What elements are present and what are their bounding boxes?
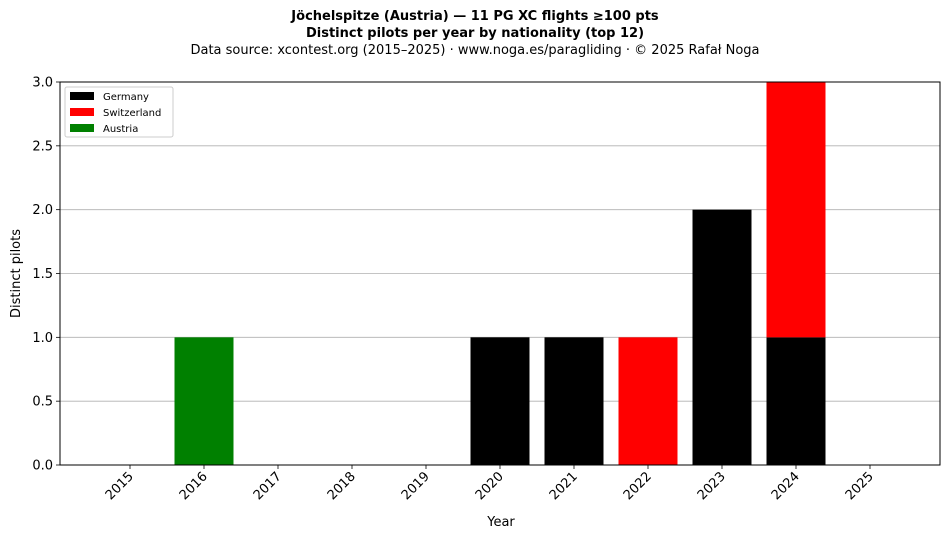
y-tick-label: 3.0: [32, 76, 53, 91]
bar-austria-2016: [174, 337, 234, 465]
bar-germany-2021: [544, 337, 604, 465]
x-tick-label: 2020: [473, 469, 507, 503]
x-tick-label: 2015: [103, 469, 137, 503]
x-axis-label: Year: [486, 515, 515, 530]
data-source-note: Data source: xcontest.org (2015–2025) · …: [190, 43, 760, 58]
legend-swatch-germany: [70, 92, 94, 100]
legend: Germany Switzerland Austria: [64, 86, 174, 138]
bar-germany-2024: [766, 337, 826, 465]
chart-subtitle: Distinct pilots per year by nationality …: [305, 26, 645, 41]
legend-label-germany: Germany: [103, 92, 149, 103]
y-tick-label: 2.0: [32, 203, 53, 218]
y-tick-label: 0.0: [32, 459, 53, 474]
x-tick-label: 2024: [769, 469, 803, 503]
y-tick-label: 2.5: [32, 139, 53, 154]
bars: [174, 82, 826, 465]
x-tick-label: 2017: [251, 469, 285, 503]
y-axis: 0.0 0.5 1.0 1.5 2.0 2.5 3.0: [32, 76, 60, 474]
x-tick-label: 2016: [177, 469, 211, 503]
bar-germany-2020: [470, 337, 530, 465]
y-axis-label: Distinct pilots: [9, 229, 24, 318]
legend-label-austria: Austria: [103, 124, 138, 135]
bar-germany-2023: [692, 209, 752, 465]
y-tick-label: 1.0: [32, 331, 53, 346]
y-tick-label: 0.5: [32, 395, 53, 410]
x-tick-label: 2022: [621, 469, 655, 503]
chart-title: Jöchelspitze (Austria) — 11 PG XC flight…: [291, 9, 659, 24]
bar-switzerland-2022: [618, 337, 678, 465]
x-axis: 2015 2016 2017 2018 2019 2020 2021 2022 2023 2024…: [103, 465, 877, 503]
legend-label-switzerland: Switzerland: [103, 108, 161, 119]
x-tick-label: 2019: [399, 469, 433, 503]
legend-swatch-switzerland: [70, 108, 94, 116]
bar-switzerland-2024: [766, 82, 826, 338]
x-tick-label: 2021: [547, 469, 581, 503]
y-tick-label: 1.5: [32, 267, 53, 282]
legend-swatch-austria: [70, 124, 94, 132]
x-tick-label: 2018: [325, 469, 359, 503]
x-tick-label: 2025: [843, 469, 877, 503]
x-tick-label: 2023: [695, 469, 729, 503]
